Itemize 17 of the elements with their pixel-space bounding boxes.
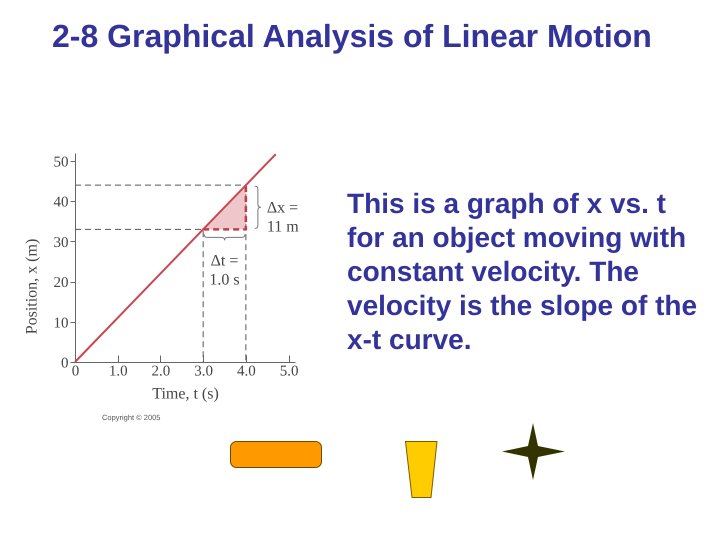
x-tick-label: 5.0 xyxy=(280,364,298,380)
y-tick-label: 10 xyxy=(54,315,68,332)
text: This is a graph of x vs. t for an object moving with constant velocity. The velocity is the slope of the x-t curve. xyxy=(347,187,698,357)
y-tick-label: 20 xyxy=(54,275,68,292)
x-tick-label: 4.0 xyxy=(237,364,256,380)
y-axis-title: Position, x (m) xyxy=(24,238,40,334)
annotation: Δx = 11 m xyxy=(266,199,300,236)
y-tick-label: 50 xyxy=(54,154,68,171)
y-tick-label: 30 xyxy=(54,234,68,251)
x-axis-title: Time, t (s) xyxy=(152,386,219,402)
x-tick-label: 1.0 xyxy=(108,364,128,380)
x-tick-label: 0 xyxy=(72,364,80,380)
y-tick-label: 40 xyxy=(54,194,68,211)
chart-title: 2-8 Graphical Analysis of Linear Motion xyxy=(52,18,652,54)
x-tick-label: 2.0 xyxy=(152,364,170,380)
x-tick-label: 3.0 xyxy=(194,364,214,380)
annotation: Δt = 1.0 s xyxy=(209,252,240,288)
